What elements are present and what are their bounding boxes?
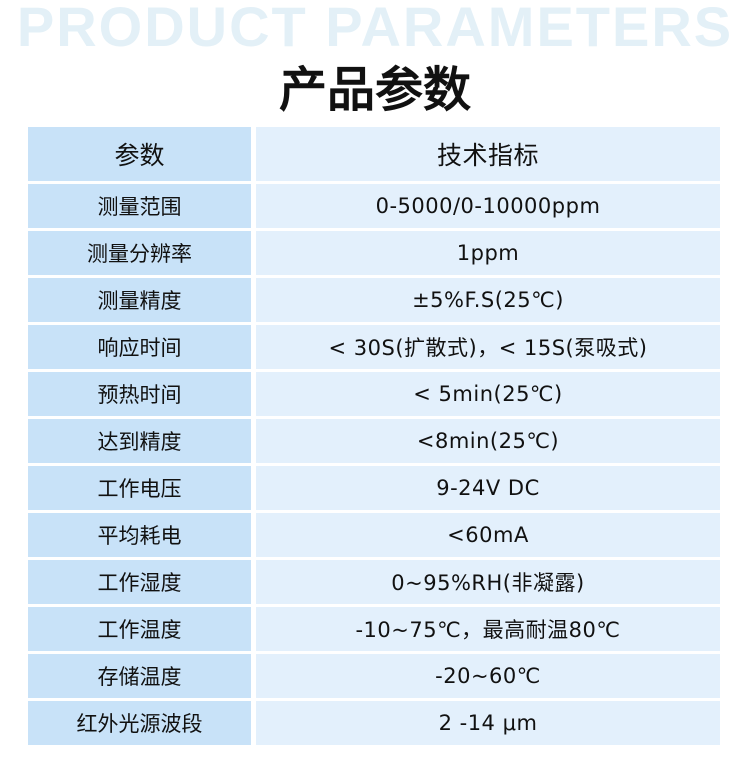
parameters-table: 参数 技术指标 测量范围 0-5000/0-10000ppm 测量分辨率 1ppm 测量…	[28, 127, 720, 748]
header-parameter: 参数	[28, 127, 251, 181]
spec-value: -10~75℃，最高耐温80℃	[256, 607, 720, 651]
table-row: 工作温度 -10~75℃，最高耐温80℃	[28, 607, 720, 651]
parameter-name: 工作电压	[28, 466, 251, 510]
table-header-row: 参数 技术指标	[28, 127, 720, 181]
table-row: 测量范围 0-5000/0-10000ppm	[28, 184, 720, 228]
parameter-name: 工作温度	[28, 607, 251, 651]
parameter-name: 响应时间	[28, 325, 251, 369]
parameter-name: 测量范围	[28, 184, 251, 228]
parameter-name: 工作湿度	[28, 560, 251, 604]
table-row: 工作电压 9-24V DC	[28, 466, 720, 510]
spec-value: <8min(25℃)	[256, 419, 720, 463]
table-row: 存储温度 -20~60℃	[28, 654, 720, 698]
spec-value: 1ppm	[256, 231, 720, 275]
spec-value: ±5%F.S(25℃)	[256, 278, 720, 322]
parameter-name: 存储温度	[28, 654, 251, 698]
spec-value: 0-5000/0-10000ppm	[256, 184, 720, 228]
spec-value: 9-24V DC	[256, 466, 720, 510]
watermark-text: PRODUCT PARAMETERS	[16, 0, 734, 54]
spec-value: 2 -14 μm	[256, 701, 720, 745]
spec-value: < 30S(扩散式)，< 15S(泵吸式)	[256, 325, 720, 369]
table-row: 测量分辨率 1ppm	[28, 231, 720, 275]
parameter-name: 红外光源波段	[28, 701, 251, 745]
parameter-name: 平均耗电	[28, 513, 251, 557]
parameter-name: 测量精度	[28, 278, 251, 322]
table-row: 测量精度 ±5%F.S(25℃)	[28, 278, 720, 322]
spec-value: <60mA	[256, 513, 720, 557]
spec-value: -20~60℃	[256, 654, 720, 698]
parameter-name: 预热时间	[28, 372, 251, 416]
table-row: 达到精度 <8min(25℃)	[28, 419, 720, 463]
spec-value: < 5min(25℃)	[256, 372, 720, 416]
table-row: 红外光源波段 2 -14 μm	[28, 701, 720, 745]
table-row: 工作湿度 0~95%RH(非凝露)	[28, 560, 720, 604]
table-row: 预热时间 < 5min(25℃)	[28, 372, 720, 416]
page-title: 产品参数	[278, 62, 471, 118]
parameter-name: 测量分辨率	[28, 231, 251, 275]
parameter-name: 达到精度	[28, 419, 251, 463]
table-row: 平均耗电 <60mA	[28, 513, 720, 557]
header-spec: 技术指标	[256, 127, 720, 181]
spec-value: 0~95%RH(非凝露)	[256, 560, 720, 604]
table-row: 响应时间 < 30S(扩散式)，< 15S(泵吸式)	[28, 325, 720, 369]
